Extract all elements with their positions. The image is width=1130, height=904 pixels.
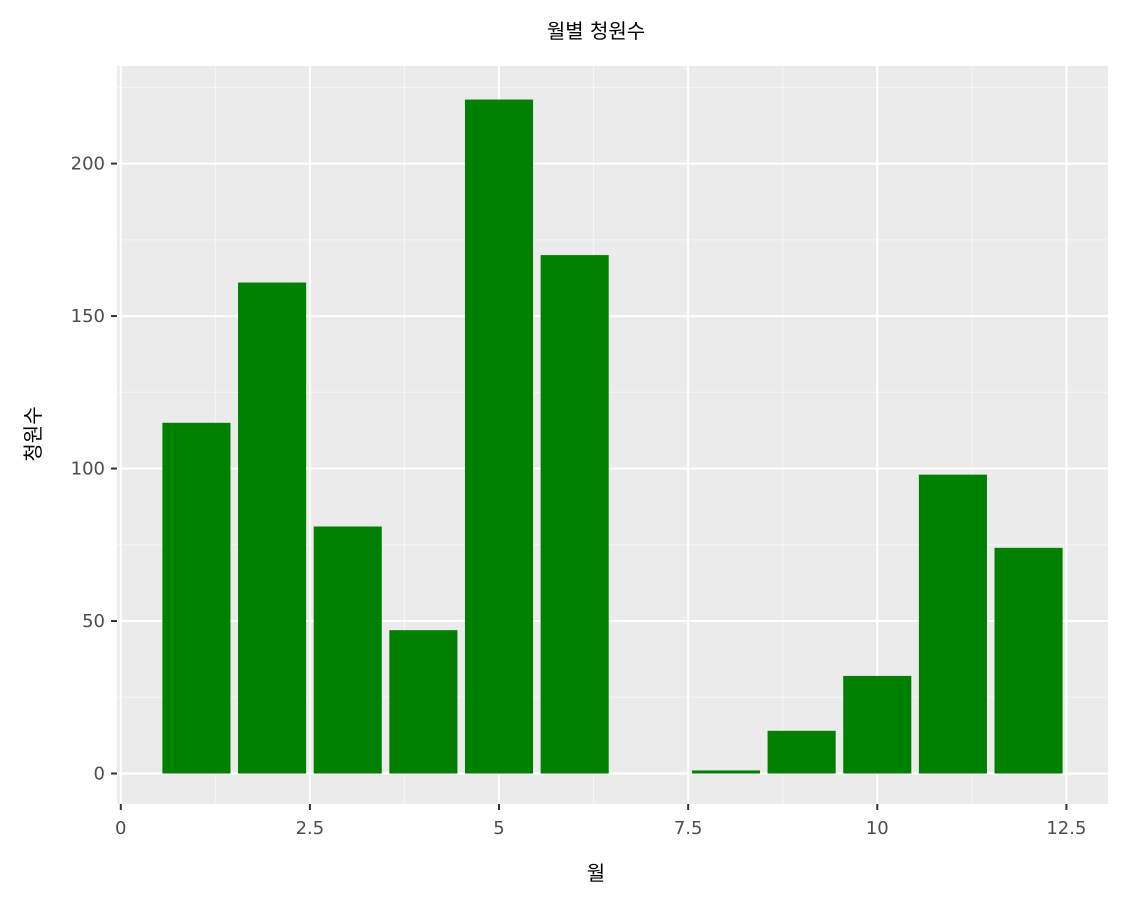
x-tick-label: 10 xyxy=(866,818,889,839)
y-tick-label: 100 xyxy=(71,459,105,480)
bar-month-12 xyxy=(994,547,1063,774)
bar-month-1 xyxy=(162,422,231,774)
bar-month-3 xyxy=(313,526,382,774)
bars xyxy=(162,99,1063,774)
x-tick-label: 2.5 xyxy=(296,818,325,839)
y-tick-label: 150 xyxy=(71,306,105,327)
y-tick-label: 50 xyxy=(82,611,105,632)
y-tick-label: 200 xyxy=(71,154,105,175)
bar-month-8 xyxy=(691,770,761,774)
y-axis-label: 청원수 xyxy=(21,406,45,461)
x-tick-label: 12.5 xyxy=(1046,818,1086,839)
x-axis: 0 2.5 5 7.5 10 12.5 xyxy=(115,804,1086,839)
chart-title: 월별 청원수 xyxy=(547,19,645,43)
x-axis-label: 월 xyxy=(587,861,605,885)
x-tick-label: 5 xyxy=(493,818,504,839)
bar-month-6 xyxy=(540,255,609,774)
bar-month-9 xyxy=(767,730,836,774)
bar-month-2 xyxy=(238,282,307,774)
bar-month-11 xyxy=(918,474,987,774)
bar-month-5 xyxy=(464,99,534,774)
bar-month-4 xyxy=(389,630,458,774)
y-tick-label: 0 xyxy=(94,764,105,785)
y-axis: 0 50 100 150 200 xyxy=(71,154,117,785)
x-tick-label: 7.5 xyxy=(674,818,703,839)
bar-month-10 xyxy=(843,675,912,774)
x-tick-label: 0 xyxy=(115,818,126,839)
